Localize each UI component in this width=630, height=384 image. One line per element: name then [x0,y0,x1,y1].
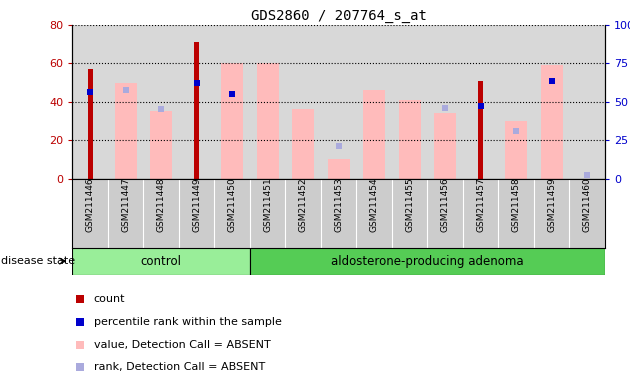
Bar [292,109,314,179]
Bar [250,248,605,275]
Bar [72,248,250,275]
Text: count: count [94,294,125,304]
Bar [363,90,385,179]
Text: rank, Detection Call = ABSENT: rank, Detection Call = ABSENT [94,362,265,372]
Text: percentile rank within the sample: percentile rank within the sample [94,317,282,327]
Text: aldosterone-producing adenoma: aldosterone-producing adenoma [331,255,524,268]
Bar [328,159,350,179]
Bar [195,42,199,179]
Text: disease state: disease state [1,256,76,266]
Bar [256,63,278,179]
Bar [115,83,137,179]
Bar [434,113,456,179]
Bar [505,121,527,179]
Text: control: control [140,255,181,268]
Bar [399,100,421,179]
Bar [541,65,563,179]
Bar [221,63,243,179]
Bar [478,81,483,179]
Text: value, Detection Call = ABSENT: value, Detection Call = ABSENT [94,339,270,349]
Bar [88,69,93,179]
Title: GDS2860 / 207764_s_at: GDS2860 / 207764_s_at [251,8,427,23]
Bar [150,111,172,179]
